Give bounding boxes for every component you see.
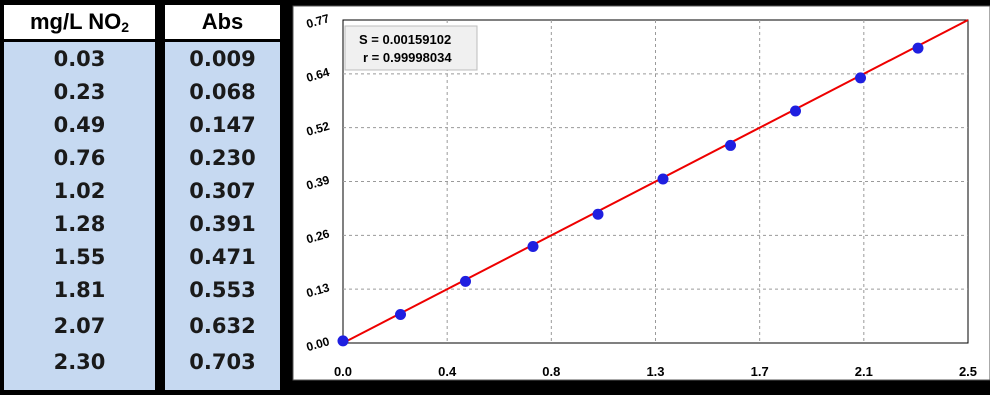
data-point [855,72,866,84]
absorbance-cell: 0.147 [189,113,256,137]
concentration-cell: 2.30 [53,350,106,374]
stats-r-label: r = 0.99998034 [363,50,452,65]
x-tick-label: 0.4 [438,364,457,379]
concentration-header-text: mg/L NO [29,9,122,34]
absorbance-cell: 0.307 [189,179,256,203]
data-point [790,105,801,117]
data-point [460,275,471,287]
y-tick-label: 0.64 [305,65,332,85]
concentration-cell: 0.23 [53,80,106,104]
data-point [527,241,539,253]
stats-box [344,25,478,71]
concentration-cell: 1.55 [53,245,106,269]
absorbance-cell: 0.471 [189,245,256,269]
absorbance-cell: 0.632 [189,314,256,338]
concentration-column: mg/L NO 2 0.03 0.23 0.49 0.76 1.02 1.28 1.55 1.8… [4,0,155,390]
absorbance-column: Abs 0.009 0.068 0.147 0.230 0.307 0.391 0.471 0… [165,0,280,390]
x-tick-label: 0.0 [334,364,352,379]
x-tick-label: 2.5 [959,364,977,379]
concentration-cell: 0.03 [53,47,106,71]
data-point [725,139,736,151]
y-tick-label: 0.13 [305,280,332,300]
data-point [912,42,924,54]
calibration-chart: 0.0 0.4 0.8 1.3 1.7 2.1 2.5 0.00 0.13 0.26 0.39 0.5… [285,0,990,390]
absorbance-values: 0.009 0.068 0.147 0.230 0.307 0.391 0.471 0.553… [165,42,280,390]
y-tick-label: 0.52 [305,119,332,139]
concentration-cell: 1.28 [53,212,106,236]
absorbance-cell: 0.553 [189,278,256,302]
concentration-cell: 0.76 [53,146,106,170]
absorbance-header: Abs [165,5,280,39]
x-tick-label: 0.8 [542,364,560,379]
x-tick-label: 2.1 [855,364,873,379]
data-point [592,208,604,220]
absorbance-cell: 0.391 [189,212,256,236]
concentration-cell: 1.02 [53,179,106,203]
concentration-values: 0.03 0.23 0.49 0.76 1.02 1.28 1.55 1.81 2.07 2.30 [4,42,155,390]
x-tick-label: 1.7 [751,364,769,379]
calibration-table: mg/L NO 2 0.03 0.23 0.49 0.76 1.02 1.28 1.55 1.8… [0,0,285,390]
absorbance-cell: 0.068 [189,80,256,104]
data-point [657,173,669,185]
chart-svg: 0.0 0.4 0.8 1.3 1.7 2.1 2.5 0.00 0.13 0.26 0.39 0.5… [292,5,990,381]
stats-s-label: S = 0.00159102 [359,32,451,47]
y-tick-label: 0.39 [305,173,332,193]
data-point [337,335,349,347]
concentration-cell: 1.81 [53,278,106,302]
absorbance-cell: 0.230 [189,146,256,170]
y-tick-label: 0.00 [305,334,332,354]
concentration-cell: 0.49 [53,113,106,137]
concentration-cell: 2.07 [53,314,106,338]
absorbance-cell: 0.009 [189,47,256,71]
concentration-header-subscript: 2 [121,19,130,35]
x-tick-label: 1.3 [646,364,664,379]
y-tick-label: 0.26 [305,226,332,246]
concentration-header: mg/L NO 2 [4,5,155,39]
data-point [395,308,406,320]
y-tick-label: 0.77 [305,11,332,31]
absorbance-cell: 0.703 [189,350,256,374]
